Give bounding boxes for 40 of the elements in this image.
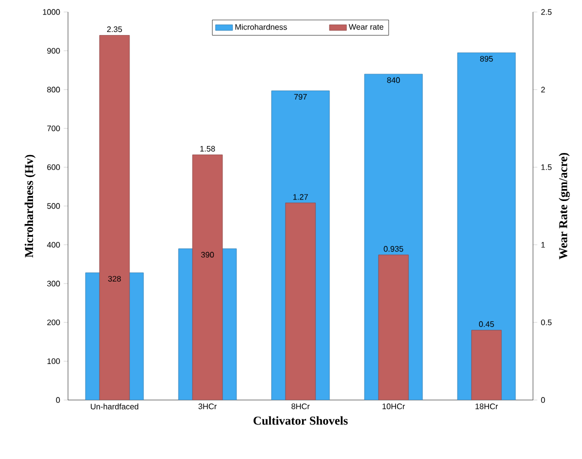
y-tick-label: 200 (47, 320, 60, 326)
data-label: 0.935 (384, 246, 404, 252)
y2-axis-title: Wear Rate (gm/acre) (558, 152, 570, 260)
y-tick-label: 400 (47, 242, 60, 248)
y-tick-label: 600 (47, 164, 60, 170)
y-tick-label: 100 (47, 358, 60, 364)
y-tick-label: 300 (47, 280, 60, 286)
x-tick-label: 10HCr (382, 404, 405, 410)
data-label: 2.35 (107, 26, 122, 32)
data-label: 1.27 (293, 194, 308, 200)
x-axis-title: Cultivator Shovels (254, 416, 348, 425)
y-tick-label: 0 (56, 397, 60, 403)
data-label: 895 (480, 56, 493, 62)
y-tick-label: 800 (47, 86, 60, 92)
data-label: 840 (387, 77, 400, 83)
bar (285, 202, 316, 400)
y-tick-label: 500 (47, 203, 60, 209)
y-tick-label: 1000 (43, 9, 60, 15)
bar (471, 330, 502, 400)
bar (378, 254, 409, 400)
data-label: 0.45 (479, 321, 494, 327)
x-tick-label: 3HCr (198, 404, 217, 410)
x-tick-label: 8HCr (292, 404, 310, 410)
y2-tick-label: 2.5 (541, 9, 552, 15)
y2-tick-label: 2 (541, 86, 545, 92)
x-tick-label: 18HCr (476, 404, 498, 410)
legend-label: Wear rate (348, 24, 384, 30)
y2-tick-label: 0.5 (541, 320, 552, 326)
y-axis-title: Microhardness (Hv) (24, 154, 36, 258)
y-tick-label: 700 (47, 126, 60, 132)
y2-tick-label: 0 (541, 397, 545, 403)
legend-label: Microhardness (235, 24, 287, 30)
y2-tick-label: 1.5 (541, 164, 552, 170)
data-label: 1.58 (200, 146, 215, 152)
data-label: 797 (294, 94, 307, 100)
y-tick-label: 900 (47, 48, 60, 54)
data-label: 328 (108, 276, 121, 282)
x-tick-label: Un-hardfaced (90, 404, 138, 410)
data-label: 390 (201, 252, 214, 258)
y2-tick-label: 1 (541, 242, 545, 248)
